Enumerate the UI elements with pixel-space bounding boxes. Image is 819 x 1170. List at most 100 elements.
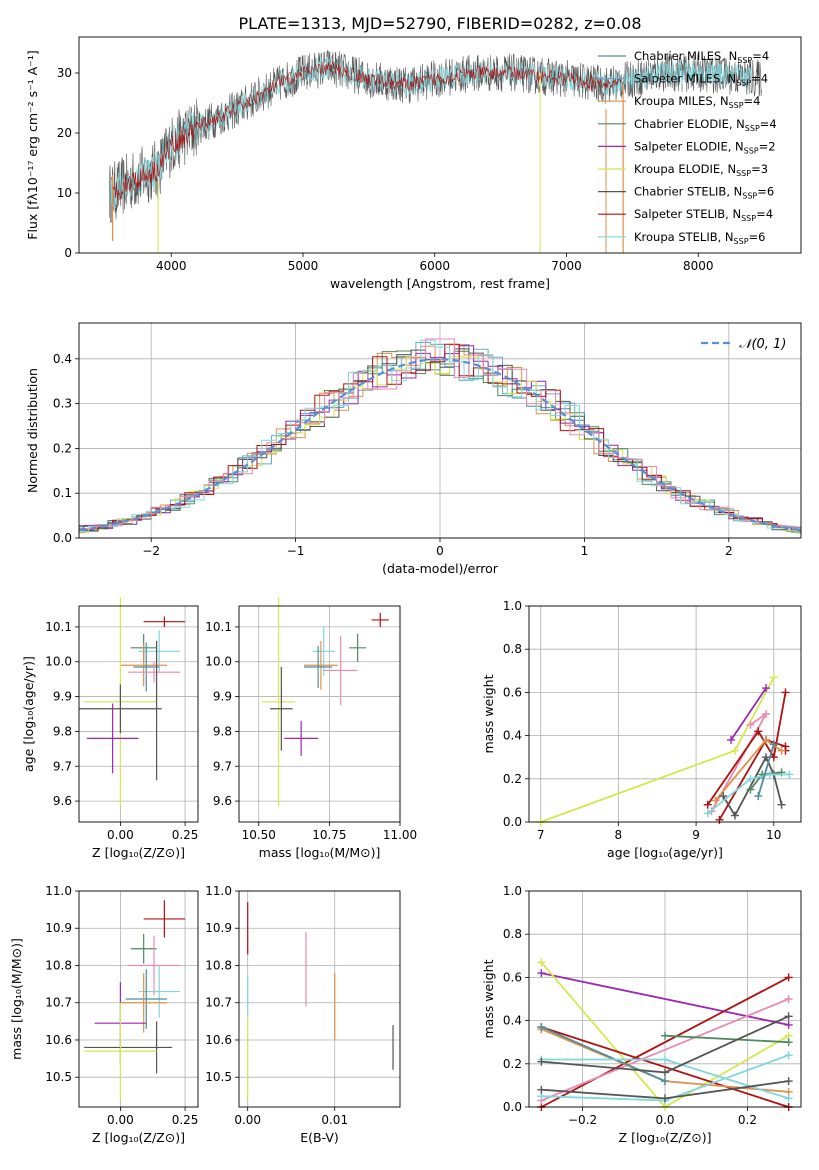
- y-axis-label: Flux [fλ10⁻¹⁷ erg cm⁻² s⁻¹ A⁻¹]: [25, 50, 40, 239]
- legend-entry: Salpeter MILES, NSSP=4: [634, 72, 768, 88]
- series-marker: [781, 688, 790, 697]
- series-marker: [661, 1077, 669, 1086]
- panel-age_vs_mass: 10.50 10.75 11.00 9.6 9.7 9.8 9.9 10.0 10.1 mass …: [205, 597, 417, 860]
- x-axis-label: age [log₁₀(age/yr)]: [607, 845, 723, 860]
- series-marker: [784, 995, 793, 1003]
- legend-entry: Salpeter STELIB, NSSP=4: [634, 207, 773, 223]
- x-tick-label: 8: [615, 828, 623, 842]
- y-axis-label: mass weight: [481, 959, 496, 1038]
- y-axis-label: Normed distribution: [25, 368, 40, 493]
- series-marker: [730, 746, 739, 755]
- legend-entry: Chabrier STELIB, NSSP=6: [634, 185, 774, 201]
- y-tick-label: 1.0: [503, 599, 522, 613]
- series-marker: [730, 811, 739, 820]
- y-tick-label: 10.0: [205, 655, 232, 669]
- y-tick-label: 10.7: [205, 996, 232, 1010]
- series-marker: [784, 1051, 793, 1060]
- series-marker: [746, 720, 755, 729]
- series-line: [757, 743, 775, 797]
- y-tick-label: 10.9: [45, 921, 72, 935]
- x-tick-label: 2: [725, 544, 733, 558]
- axes-frame: [528, 605, 802, 823]
- x-tick-label: 0.00: [107, 828, 134, 842]
- series-line: [707, 773, 790, 815]
- y-tick-label: 10.0: [45, 655, 72, 669]
- series-line: [730, 687, 767, 741]
- panel-age_vs_Z: 0.00 0.25 9.6 9.7 9.8 9.9 10.0 10.1 Z [log₁₀(Z/Z…: [21, 597, 199, 860]
- histogram-series: [79, 348, 801, 535]
- series-marker: [746, 774, 755, 783]
- y-tick-label: 10.6: [45, 1033, 72, 1047]
- y-tick-label: 0.0: [53, 531, 72, 545]
- x-axis-label: Z [log₁₀(Z/Z⊙)]: [92, 1130, 185, 1145]
- y-tick-label: 0.0: [503, 815, 522, 829]
- y-tick-label: 0.8: [503, 927, 522, 941]
- y-tick-label: 0: [64, 246, 72, 260]
- series-line: [540, 676, 775, 823]
- legend-entry: 𝒩(0, 1): [739, 337, 786, 352]
- series-line: [541, 1026, 789, 1108]
- x-tick-label: 0.25: [172, 828, 199, 842]
- series-marker: [746, 785, 755, 794]
- y-tick-label: 10.5: [45, 1070, 72, 1084]
- y-tick-label: 10.8: [205, 958, 232, 972]
- y-tick-label: 0.2: [503, 772, 522, 786]
- x-axis-label: E(B-V): [300, 1130, 339, 1145]
- series-marker: [661, 1094, 669, 1103]
- x-tick-label: 0: [436, 544, 444, 558]
- series-line: [706, 692, 787, 806]
- series-marker: [777, 800, 786, 809]
- x-axis-label: wavelength [Angstrom, rest frame]: [330, 276, 550, 291]
- y-tick-label: 0.2: [53, 441, 72, 455]
- x-tick-label: −2: [142, 544, 160, 558]
- series-marker: [762, 735, 771, 744]
- spectrum-salpeter-stelib: [113, 60, 622, 200]
- axes-frame: [238, 605, 401, 823]
- series-marker: [769, 673, 778, 682]
- panel-weight_vs_age: 7 8 9 10 0.0 0.2 0.4 0.6 0.8 1.0 age [log₁₀(age/yr…: [481, 599, 802, 860]
- series-marker: [784, 1012, 793, 1021]
- x-tick-label: 0.01: [321, 1113, 348, 1127]
- y-tick-label: 9.9: [213, 690, 232, 704]
- y-tick-label: 10.8: [45, 958, 72, 972]
- series-marker: [765, 770, 774, 779]
- histogram-series: [79, 339, 801, 532]
- x-axis-label: Z [log₁₀(Z/Z⊙)]: [619, 1130, 712, 1145]
- series-marker: [762, 753, 771, 762]
- y-tick-label: 0.2: [503, 1057, 522, 1071]
- x-tick-label: 0.00: [234, 1113, 261, 1127]
- axes-frame: [528, 890, 802, 1108]
- x-tick-label: 0.25: [172, 1113, 199, 1127]
- panel-residuals: −2 −1 0 1 2 0.0 0.1 0.2 0.3 0.4 (data-model)/error…: [25, 322, 802, 576]
- series-marker: [784, 1077, 793, 1086]
- legend-entry: Kroupa MILES, NSSP=4: [634, 94, 760, 110]
- x-tick-label: 11.00: [383, 828, 417, 842]
- series-marker: [537, 969, 546, 978]
- y-tick-label: 20: [57, 126, 72, 140]
- series-line: [664, 1034, 789, 1044]
- axes-frame: [78, 36, 802, 254]
- series-marker: [762, 710, 771, 718]
- series-marker: [769, 740, 778, 749]
- axes-frame: [78, 605, 199, 823]
- series-marker: [661, 1068, 669, 1077]
- series-marker: [537, 1057, 546, 1066]
- x-tick-label: 5000: [288, 259, 319, 273]
- y-tick-label: 9.8: [213, 724, 232, 738]
- y-tick-label: 0.3: [53, 397, 72, 411]
- y-tick-label: 0.4: [53, 352, 72, 366]
- series-marker: [754, 792, 763, 801]
- axes-frame: [238, 890, 401, 1108]
- x-tick-label: −1: [287, 544, 305, 558]
- y-tick-label: 30: [57, 66, 72, 80]
- panel-spectrum: 4000 5000 6000 7000 8000 0 10 20 30 wavelength [A…: [25, 36, 802, 291]
- y-tick-label: 10.1: [45, 620, 72, 634]
- y-axis-label: mass weight: [481, 674, 496, 753]
- series-marker: [661, 1031, 669, 1040]
- y-tick-label: 0.1: [53, 486, 72, 500]
- x-tick-label: −0.2: [568, 1113, 597, 1127]
- x-tick-label: 7000: [551, 259, 582, 273]
- legend-entry: Salpeter ELODIE, NSSP=2: [634, 139, 776, 155]
- y-tick-label: 0.4: [503, 1014, 522, 1028]
- axes-frame: [78, 890, 199, 1108]
